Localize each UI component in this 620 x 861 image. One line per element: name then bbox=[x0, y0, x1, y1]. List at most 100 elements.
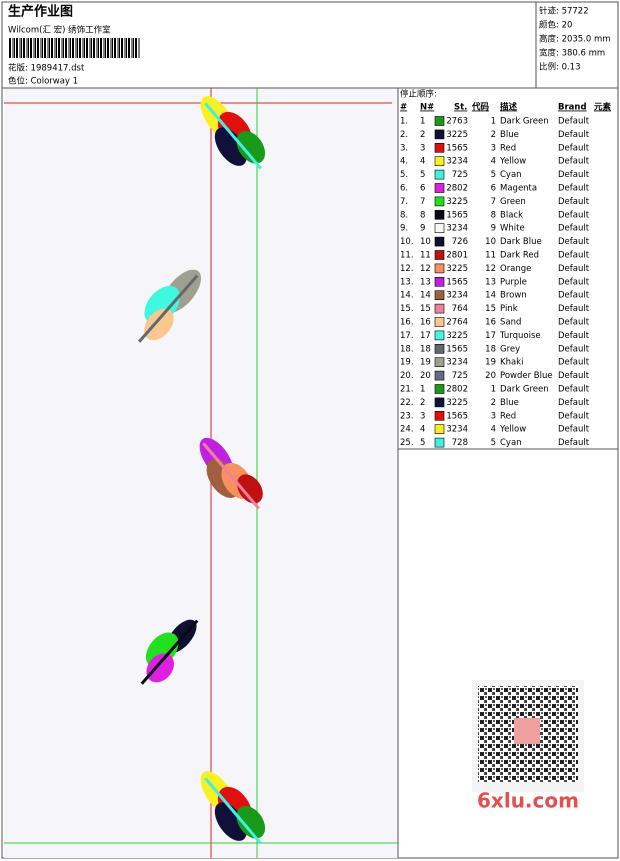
cell-desc: Turquoise bbox=[499, 331, 541, 341]
cell-code: 2 bbox=[491, 130, 496, 140]
cell-code: 2 bbox=[491, 398, 496, 408]
cell-n: 19 bbox=[420, 358, 431, 368]
cell-code: 1 bbox=[491, 117, 496, 127]
feather bbox=[199, 437, 263, 510]
column-header: 描述 bbox=[500, 102, 518, 113]
cell-code: 3 bbox=[491, 143, 496, 153]
cell-brand: Default bbox=[558, 210, 590, 220]
cell-st: 3234 bbox=[446, 157, 468, 167]
feather bbox=[200, 771, 266, 845]
table-row: 1. 1 2763 1 Dark Green Default bbox=[400, 116, 590, 127]
cell-brand: Default bbox=[558, 224, 590, 234]
cell-brand: Default bbox=[558, 184, 590, 194]
cell-num: 19. bbox=[400, 358, 414, 368]
color-swatch bbox=[434, 169, 445, 180]
table-row: 15. 15 764 15 Pink Default bbox=[400, 303, 590, 314]
color-swatch bbox=[434, 290, 445, 301]
cell-desc: Brown bbox=[500, 291, 527, 301]
cell-desc: Powder Blue bbox=[500, 371, 553, 381]
column-header: 元素 bbox=[594, 102, 612, 113]
studio: Wilcom(汇 宏) 绣饰工作室 bbox=[8, 25, 111, 36]
cell-code: 18 bbox=[485, 344, 496, 354]
cell-desc: Dark Blue bbox=[500, 237, 542, 247]
table-row: 21. 1 2802 1 Dark Green Default bbox=[400, 384, 590, 395]
cell-n: 3 bbox=[420, 411, 425, 421]
table-row: 18. 18 1565 18 Grey Default bbox=[400, 343, 590, 354]
cell-code: 4 bbox=[491, 425, 496, 435]
color-swatch bbox=[434, 143, 445, 153]
cell-st: 2764 bbox=[446, 318, 468, 328]
cell-num: 13. bbox=[400, 277, 414, 287]
cell-code: 11 bbox=[485, 251, 496, 261]
table-row: 25. 5 728 5 Cyan Default bbox=[400, 437, 590, 448]
cell-brand: Default bbox=[558, 411, 590, 421]
cell-brand: Default bbox=[558, 170, 590, 180]
cell-num: 22. bbox=[400, 398, 414, 408]
table-row: 23. 3 1565 3 Red Default bbox=[400, 410, 590, 421]
table-row: 17. 17 3225 17 Turquoise Default bbox=[400, 330, 590, 341]
cell-st: 764 bbox=[452, 304, 468, 314]
cell-desc: Dark Red bbox=[500, 251, 539, 261]
cell-desc: Blue bbox=[500, 398, 519, 408]
color-swatch bbox=[434, 384, 445, 394]
cell-n: 8 bbox=[420, 210, 425, 220]
cell-desc: Yellow bbox=[499, 425, 526, 435]
cell-num: 10. bbox=[400, 237, 414, 247]
cell-num: 23. bbox=[400, 411, 414, 421]
color-swatch bbox=[434, 317, 445, 327]
cell-num: 1. bbox=[400, 117, 408, 127]
cell-desc: Black bbox=[500, 210, 523, 220]
cell-st: 1565 bbox=[446, 277, 468, 287]
color-swatch bbox=[434, 183, 445, 193]
cell-st: 725 bbox=[452, 371, 468, 381]
cell-desc: Pink bbox=[500, 304, 518, 314]
design: 花版: 1989417.dst bbox=[8, 63, 85, 74]
table-row: 8. 8 1565 8 Black Default bbox=[400, 210, 590, 220]
color-swatch bbox=[434, 343, 445, 354]
cell-desc: Magenta bbox=[500, 184, 537, 194]
cell-code: 10 bbox=[485, 237, 496, 247]
cell-n: 13 bbox=[420, 277, 431, 287]
cell-num: 9. bbox=[400, 224, 408, 234]
cell-code: 15 bbox=[485, 304, 496, 314]
cell-n: 7 bbox=[420, 197, 425, 207]
cell-brand: Default bbox=[558, 291, 590, 301]
cell-n: 17 bbox=[420, 331, 431, 341]
cell-n: 3 bbox=[420, 143, 425, 153]
color-swatch bbox=[434, 424, 445, 435]
color-swatch bbox=[434, 357, 445, 368]
cell-brand: Default bbox=[558, 304, 590, 314]
barcode bbox=[8, 38, 140, 58]
canvas bbox=[4, 88, 398, 858]
feather bbox=[140, 619, 199, 685]
cell-brand: Default bbox=[558, 130, 590, 140]
cell-code: 12 bbox=[485, 264, 496, 274]
cell-code: 13 bbox=[485, 277, 496, 287]
column-header: 代码 bbox=[471, 102, 490, 113]
cell-n: 4 bbox=[420, 157, 425, 167]
cell-st: 725 bbox=[452, 170, 468, 180]
cell-st: 728 bbox=[452, 438, 468, 448]
cell-brand: Default bbox=[558, 344, 590, 354]
cell-desc: Dark Green bbox=[500, 385, 549, 395]
cell-st: 1565 bbox=[446, 143, 468, 153]
table-row: 7. 7 3225 7 Green Default bbox=[400, 196, 590, 207]
cell-st: 2802 bbox=[446, 385, 468, 395]
cell-desc: White bbox=[500, 224, 525, 234]
table-row: 5. 5 725 5 Cyan Default bbox=[400, 169, 590, 180]
cell-num: 18. bbox=[400, 344, 414, 354]
cell-code: 1 bbox=[491, 385, 496, 395]
cell-n: 4 bbox=[420, 425, 425, 435]
color-swatch bbox=[434, 196, 445, 207]
cell-code: 5 bbox=[491, 438, 496, 448]
cell-brand: Default bbox=[558, 157, 590, 167]
cell-code: 4 bbox=[491, 157, 496, 167]
cell-num: 25. bbox=[400, 438, 414, 448]
cell-num: 5. bbox=[400, 170, 408, 180]
cell-code: 20 bbox=[485, 371, 496, 381]
stat: 针迹: 57722 bbox=[539, 6, 589, 17]
cell-desc: Cyan bbox=[500, 438, 522, 448]
color-swatch bbox=[434, 236, 445, 247]
cell-brand: Default bbox=[558, 318, 590, 328]
cell-n: 11 bbox=[420, 251, 431, 261]
